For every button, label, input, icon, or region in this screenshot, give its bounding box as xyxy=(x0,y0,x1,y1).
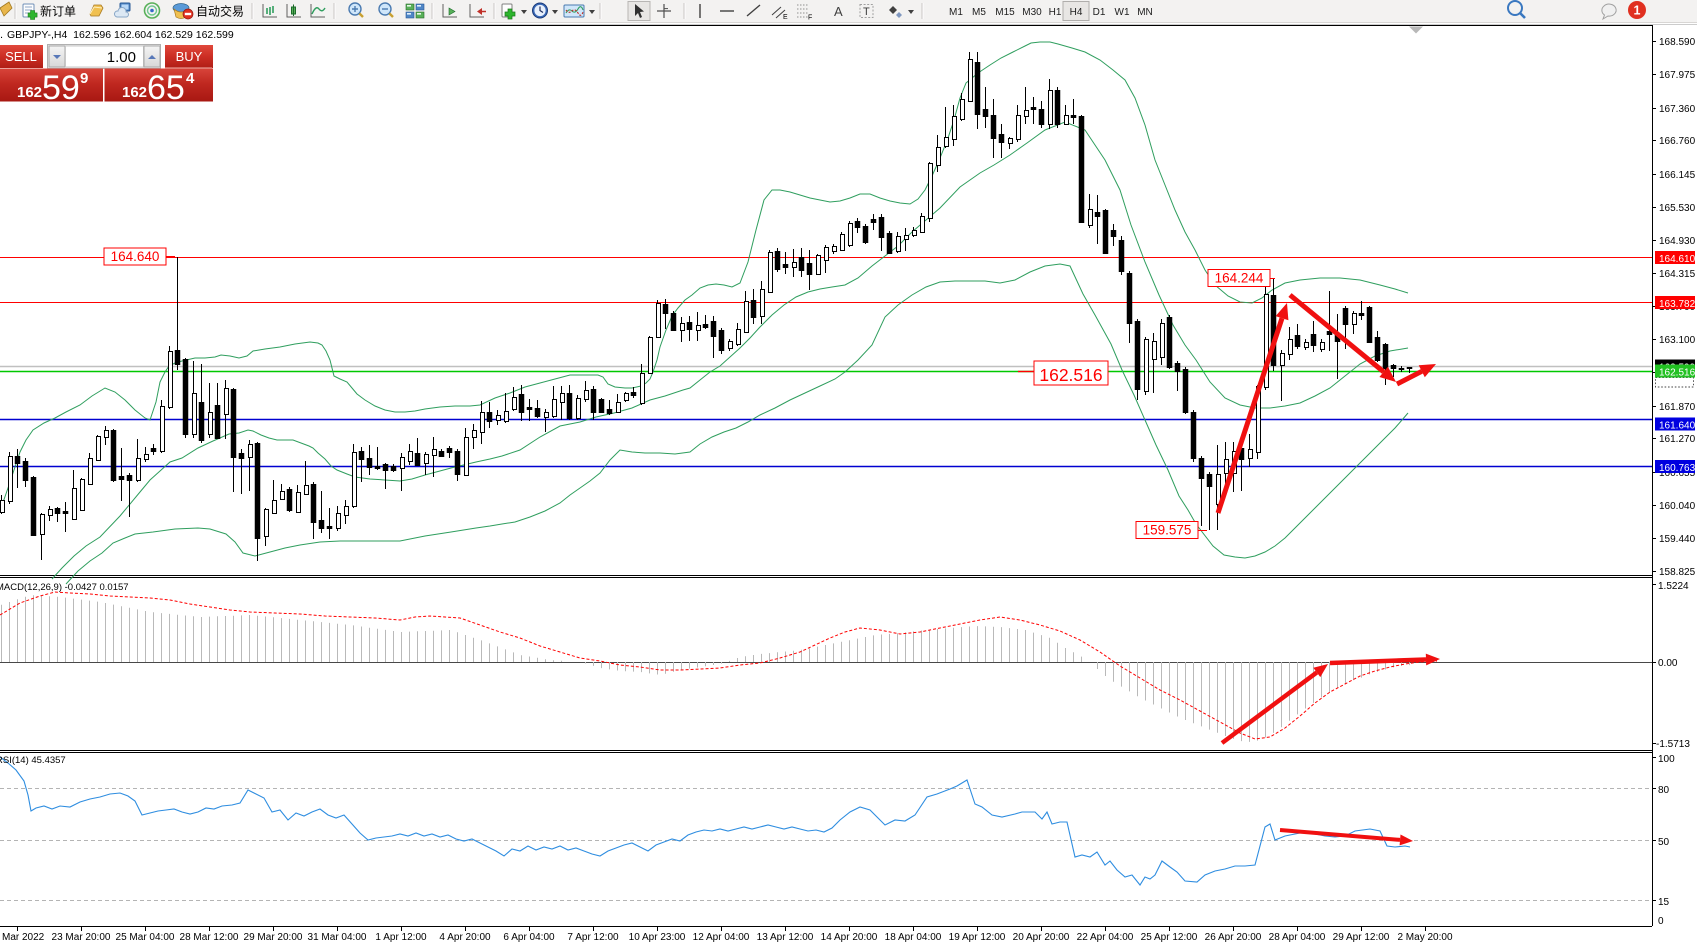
svg-text:29 Mar 20:00: 29 Mar 20:00 xyxy=(244,932,303,943)
svg-text:18 Apr 04:00: 18 Apr 04:00 xyxy=(885,932,942,943)
svg-text:164.315: 164.315 xyxy=(1659,269,1696,280)
svg-text:160.763: 160.763 xyxy=(1659,463,1696,474)
svg-text:14 Apr 20:00: 14 Apr 20:00 xyxy=(821,932,878,943)
svg-text:161.270: 161.270 xyxy=(1659,434,1696,445)
svg-text:BUY: BUY xyxy=(176,49,203,64)
svg-text:165.530: 165.530 xyxy=(1659,203,1696,214)
svg-text:159.440: 159.440 xyxy=(1659,534,1696,545)
svg-text:22 Apr 04:00: 22 Apr 04:00 xyxy=(1077,932,1134,943)
svg-text:100: 100 xyxy=(1658,754,1675,765)
svg-text:160.655: 160.655 xyxy=(1659,468,1696,479)
svg-text:T: T xyxy=(863,6,870,18)
svg-text:164.610: 164.610 xyxy=(1659,254,1696,265)
svg-text:E: E xyxy=(783,14,788,21)
svg-text:28 Apr 04:00: 28 Apr 04:00 xyxy=(1269,932,1326,943)
svg-text:162: 162 xyxy=(122,84,147,101)
svg-text:65: 65 xyxy=(147,69,185,107)
svg-text:161.640: 161.640 xyxy=(1659,421,1696,432)
svg-text:162.516: 162.516 xyxy=(1039,365,1102,385)
svg-text:MACD(12,26,9) -0.0427 0.0157: MACD(12,26,9) -0.0427 0.0157 xyxy=(0,582,129,593)
svg-text:25 Mar 04:00: 25 Mar 04:00 xyxy=(116,932,175,943)
svg-text:164.244: 164.244 xyxy=(1215,271,1264,286)
svg-text:168.590: 168.590 xyxy=(1659,37,1696,48)
svg-text:162: 162 xyxy=(17,84,42,101)
svg-text:160.040: 160.040 xyxy=(1659,501,1696,512)
svg-text:1.00: 1.00 xyxy=(107,49,136,66)
svg-text:1.5224: 1.5224 xyxy=(1658,581,1689,592)
svg-text:D1: D1 xyxy=(1093,7,1106,18)
svg-text:F: F xyxy=(808,15,812,22)
svg-text:167.360: 167.360 xyxy=(1659,104,1696,115)
svg-text:.: . xyxy=(0,29,3,41)
svg-text:4: 4 xyxy=(186,70,195,87)
svg-text:25 Apr 12:00: 25 Apr 12:00 xyxy=(1141,932,1198,943)
svg-text:M30: M30 xyxy=(1022,7,1042,18)
svg-text:167.975: 167.975 xyxy=(1659,70,1696,81)
svg-text:1: 1 xyxy=(1634,4,1641,18)
svg-text:自动交易: 自动交易 xyxy=(196,4,244,19)
svg-text:166.760: 166.760 xyxy=(1659,136,1696,147)
svg-text:-1.5713: -1.5713 xyxy=(1656,739,1690,750)
svg-text:H1: H1 xyxy=(1049,7,1062,18)
svg-text:新订单: 新订单 xyxy=(40,4,76,19)
svg-text:M1: M1 xyxy=(949,7,963,18)
svg-text:W1: W1 xyxy=(1115,7,1130,18)
svg-text:SELL: SELL xyxy=(5,49,37,64)
svg-text:20 Apr 20:00: 20 Apr 20:00 xyxy=(1013,932,1070,943)
svg-text:158.825: 158.825 xyxy=(1659,567,1696,578)
svg-text:31 Mar 04:00: 31 Mar 04:00 xyxy=(308,932,367,943)
svg-text:Mar 2022: Mar 2022 xyxy=(2,932,45,943)
svg-text:26 Apr 20:00: 26 Apr 20:00 xyxy=(1205,932,1262,943)
svg-text:162.516: 162.516 xyxy=(1659,368,1696,379)
svg-text:RSI(14) 45.4357: RSI(14) 45.4357 xyxy=(0,755,66,766)
svg-text:7 Apr 12:00: 7 Apr 12:00 xyxy=(567,932,619,943)
svg-text:H4: H4 xyxy=(1070,7,1083,18)
svg-text:MN: MN xyxy=(1137,7,1153,18)
svg-text:166.145: 166.145 xyxy=(1659,170,1696,181)
svg-text:M15: M15 xyxy=(995,7,1015,18)
svg-text:19 Apr 12:00: 19 Apr 12:00 xyxy=(949,932,1006,943)
svg-text:1 Apr 12:00: 1 Apr 12:00 xyxy=(375,932,427,943)
svg-text:0: 0 xyxy=(1658,916,1664,927)
svg-text:164.640: 164.640 xyxy=(111,249,160,264)
svg-text:15: 15 xyxy=(1658,897,1670,908)
svg-text:23 Mar 20:00: 23 Mar 20:00 xyxy=(52,932,111,943)
svg-text:164.930: 164.930 xyxy=(1659,236,1696,247)
svg-text:13 Apr 12:00: 13 Apr 12:00 xyxy=(757,932,814,943)
svg-text:28 Mar 12:00: 28 Mar 12:00 xyxy=(180,932,239,943)
svg-text:6 Apr 04:00: 6 Apr 04:00 xyxy=(503,932,555,943)
svg-text:M5: M5 xyxy=(972,7,986,18)
svg-text:10 Apr 23:00: 10 Apr 23:00 xyxy=(629,932,686,943)
svg-text:161.870: 161.870 xyxy=(1659,402,1696,413)
svg-text:159.575: 159.575 xyxy=(1143,523,1192,538)
svg-text:163.782: 163.782 xyxy=(1659,299,1696,310)
svg-text:GBPJPY-,H4 162.596 162.604 16: GBPJPY-,H4 162.596 162.604 162.529 162.5… xyxy=(7,29,234,41)
svg-text:9: 9 xyxy=(80,70,88,87)
svg-text:0.00: 0.00 xyxy=(1658,658,1678,669)
svg-text:4 Apr 20:00: 4 Apr 20:00 xyxy=(439,932,491,943)
svg-text:163.100: 163.100 xyxy=(1659,335,1696,346)
svg-text:50: 50 xyxy=(1658,837,1670,848)
svg-text:2 May 20:00: 2 May 20:00 xyxy=(1397,932,1452,943)
svg-text:59: 59 xyxy=(42,69,80,107)
svg-text:80: 80 xyxy=(1658,785,1670,796)
svg-text:A: A xyxy=(834,4,843,19)
svg-text:12 Apr 04:00: 12 Apr 04:00 xyxy=(693,932,750,943)
svg-text:29 Apr 12:00: 29 Apr 12:00 xyxy=(1333,932,1390,943)
